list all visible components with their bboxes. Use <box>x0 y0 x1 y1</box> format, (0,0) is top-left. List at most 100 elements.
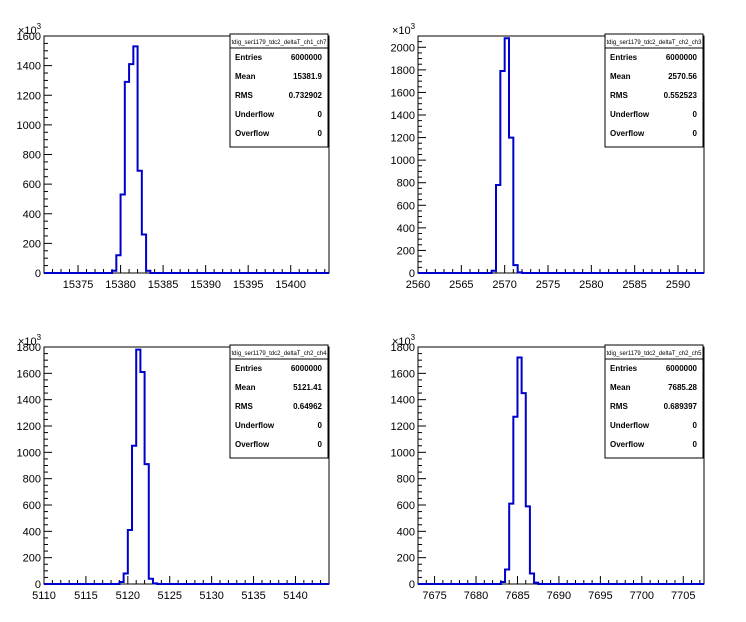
y-tick-label: 1200 <box>17 90 41 102</box>
stats-row-value: 6000000 <box>291 364 323 373</box>
histogram-bin <box>518 272 522 273</box>
stats-row-label: RMS <box>610 91 628 100</box>
stats-row-label: Mean <box>610 383 631 392</box>
stats-title: tdig_ser1179_tdc2_deltaT_ch1_ch7 <box>232 40 328 46</box>
y-tick-label: 600 <box>397 500 415 512</box>
histogram-bin <box>501 582 505 584</box>
stats-row-label: RMS <box>235 91 253 100</box>
histogram-panel: 0 200 400 600 800 1000 1200 1400 1600 1800 5110 511… <box>17 333 330 602</box>
x-tick-label: 2575 <box>536 279 560 291</box>
histogram-bin <box>492 271 496 273</box>
y-tick-label: 1400 <box>17 61 41 73</box>
stats-row-label: Overflow <box>610 129 645 138</box>
stats-title: tdig_ser1179_tdc2_deltaT_ch2_ch5 <box>607 351 703 357</box>
y-tick-label: 0 <box>409 579 415 591</box>
histogram-bin <box>128 530 132 584</box>
stats-row-value: 0 <box>693 440 698 449</box>
histogram-bin <box>534 583 538 584</box>
histogram-panel: 0 200 400 600 800 1000 1200 1400 1600 1800 2000 256… <box>391 22 705 291</box>
stats-row-label: RMS <box>235 402 253 411</box>
stats-row-label: Underflow <box>235 110 275 119</box>
stats-box: tdig_ser1179_tdc2_deltaT_ch2_ch5 Entries 6… <box>604 344 704 459</box>
histogram-bin <box>124 573 128 584</box>
x-tick-label: 2560 <box>406 279 430 291</box>
y-tick-label: 200 <box>23 553 41 565</box>
stats-row-value: 6000000 <box>666 364 698 373</box>
stats-row-label: Mean <box>235 72 256 81</box>
stats-row-value: 7685.28 <box>668 383 697 392</box>
y-tick-label: 1200 <box>17 421 41 433</box>
y-tick-label: 1400 <box>391 395 415 407</box>
stats-row-label: Underflow <box>610 110 650 119</box>
y-tick-label: 1000 <box>391 447 415 459</box>
y-tick-label: 1600 <box>17 31 41 43</box>
stats-row-value: 0.689397 <box>664 402 698 411</box>
x-tick-label: 5130 <box>199 590 223 602</box>
x-tick-label: 5110 <box>32 590 56 602</box>
y-tick-label: 1400 <box>17 395 41 407</box>
stats-row-label: Entries <box>235 364 263 373</box>
y-tick-label: 1800 <box>17 342 41 354</box>
x-tick-label: 7695 <box>588 590 612 602</box>
x-tick-label: 5135 <box>241 590 265 602</box>
histogram-bin <box>129 64 133 273</box>
histogram-bin <box>136 350 140 584</box>
histogram-bin <box>133 46 137 273</box>
stats-box-frame <box>604 33 704 148</box>
y-tick-label: 1000 <box>17 447 41 459</box>
x-tick-label: 7700 <box>630 590 654 602</box>
y-tick-label: 0 <box>35 579 41 591</box>
y-tick-label: 0 <box>35 268 41 280</box>
x-tick-label: 5115 <box>74 590 98 602</box>
histogram-bin <box>112 271 116 273</box>
stats-row-value: 0 <box>318 129 323 138</box>
x-tick-label: 7680 <box>464 590 488 602</box>
histogram-bin <box>517 358 521 584</box>
y-tick-label: 600 <box>397 200 415 212</box>
histogram-bin <box>149 579 153 584</box>
y-multiplier-label: ×103 <box>18 22 42 37</box>
stats-box: tdig_ser1179_tdc2_deltaT_ch1_ch7 Entries 6… <box>229 33 329 148</box>
y-tick-label: 1200 <box>391 421 415 433</box>
x-tick-label: 15375 <box>63 279 94 291</box>
y-multiplier-label: ×103 <box>392 22 416 37</box>
stats-row-value: 0.732902 <box>289 91 323 100</box>
y-multiplier-label: ×103 <box>392 333 416 348</box>
histogram-bin <box>526 506 530 584</box>
y-tick-label: 800 <box>397 178 415 190</box>
y-multiplier-label: ×103 <box>18 333 42 348</box>
stats-row-label: Underflow <box>235 421 275 430</box>
histogram-line <box>44 348 329 585</box>
x-tick-label: 15380 <box>105 279 136 291</box>
x-tick-label: 5120 <box>116 590 140 602</box>
x-tick-label: 15400 <box>275 279 306 291</box>
histogram-line <box>418 356 704 585</box>
histogram-bin <box>513 417 517 584</box>
stats-box-frame <box>229 33 329 148</box>
stats-row-value: 6000000 <box>291 53 323 62</box>
histogram-panel: 0 200 400 600 800 1000 1200 1400 1600 1800 7675 768… <box>391 333 705 602</box>
x-tick-label: 7690 <box>547 590 571 602</box>
x-tick-label: 7705 <box>671 590 695 602</box>
histogram-bin <box>505 570 509 584</box>
histogram-bin <box>505 38 509 273</box>
stats-row-label: Underflow <box>610 421 650 430</box>
stats-row-value: 0 <box>318 440 323 449</box>
histogram-panel: 0 200 400 600 800 1000 1200 1400 1600 15375 15380 1… <box>17 22 330 291</box>
histogram-bin <box>132 446 136 584</box>
stats-row-label: Entries <box>610 53 638 62</box>
histogram-bin <box>496 185 500 273</box>
y-tick-label: 600 <box>23 500 41 512</box>
y-tick-label: 600 <box>23 179 41 191</box>
stats-box-frame <box>229 344 329 459</box>
histogram-bin <box>522 393 526 584</box>
stats-title: tdig_ser1179_tdc2_deltaT_ch2_ch3 <box>607 40 703 46</box>
y-tick-label: 800 <box>23 474 41 486</box>
histogram-bin <box>145 464 149 584</box>
histogram-bin <box>509 138 513 273</box>
histogram-line <box>44 45 329 274</box>
histogram-bin <box>153 583 157 584</box>
stats-row-label: Entries <box>235 53 263 62</box>
stats-row-value: 0 <box>693 129 698 138</box>
